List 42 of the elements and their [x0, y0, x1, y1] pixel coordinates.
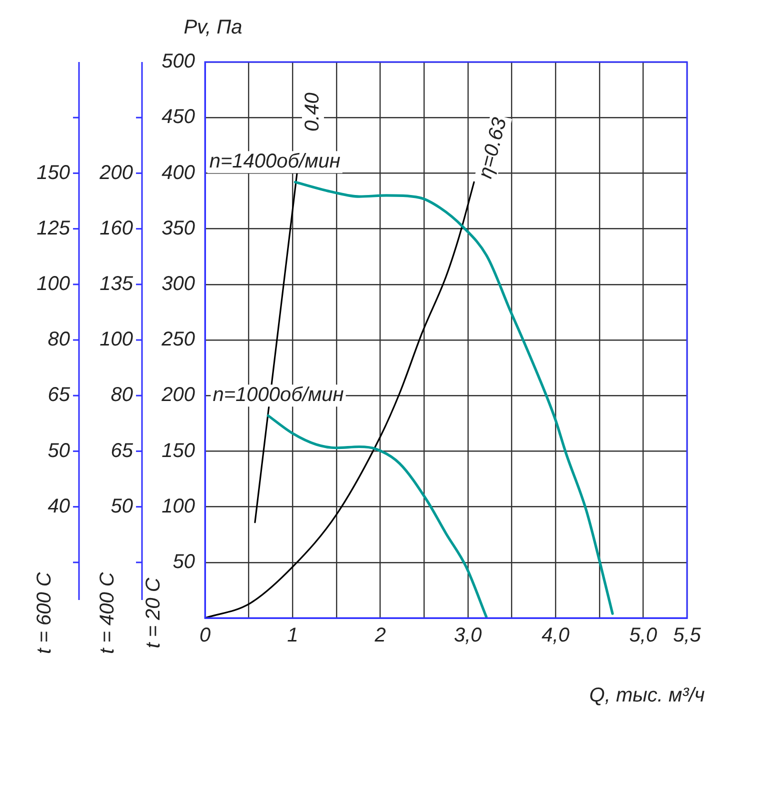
x-tick-label: 0 [199, 624, 211, 647]
y-tick-label: 500 [162, 50, 195, 73]
y-tick-label: 450 [162, 106, 195, 128]
text: 65 [48, 384, 70, 406]
text: 150 [36, 162, 70, 184]
y-tick-label: 50 [172, 550, 195, 573]
y-tick-label: 150 [162, 440, 195, 462]
text: 80 [48, 328, 70, 351]
category-label: 200 [100, 162, 133, 184]
x-tick-label: 4,0 [542, 624, 570, 647]
x-tick-label: 1 [287, 624, 298, 647]
x-axis-title: Q, тыс. м³/ч [589, 684, 705, 707]
text: 125 [36, 217, 71, 240]
y-tick-label: 250 [160, 328, 195, 351]
category-label: 50 [48, 440, 70, 462]
y-tick-label: 400 [162, 162, 195, 184]
x-tick-label: 5,0 [629, 624, 658, 647]
y2-axis-title: t = 400 С [96, 572, 119, 654]
category-label: 160 [100, 217, 133, 240]
x-tick-label: 3,0 [454, 624, 482, 647]
y-axis-title: Pv, Па [184, 16, 242, 39]
annotation: η=0.63 [474, 115, 512, 181]
text: 65 [110, 440, 134, 462]
y3-axis-title: t = 600 С [34, 572, 56, 654]
line-series [205, 181, 475, 618]
category-label: 100 [36, 272, 70, 295]
line-series [266, 414, 488, 618]
text: 80 [110, 384, 133, 406]
x-tick-label: 2 [374, 624, 386, 647]
text: 40 [48, 495, 70, 518]
annotation: n=1000об/мин [212, 384, 344, 406]
annotation: 0.40 [302, 92, 324, 132]
text: 50 [110, 495, 133, 518]
y-tick-label: 300 [162, 272, 195, 295]
y-tick-label: 100 [162, 495, 195, 518]
category-label: 135 [100, 272, 133, 295]
text: t = 20 С [142, 577, 165, 648]
text: 100 [100, 328, 133, 351]
annotation: n=1400об/мин [209, 150, 340, 173]
y-tick-label: 350 [162, 217, 195, 240]
x-tick-label: 5,5 [673, 624, 702, 647]
y-tick-label: 200 [160, 384, 195, 406]
